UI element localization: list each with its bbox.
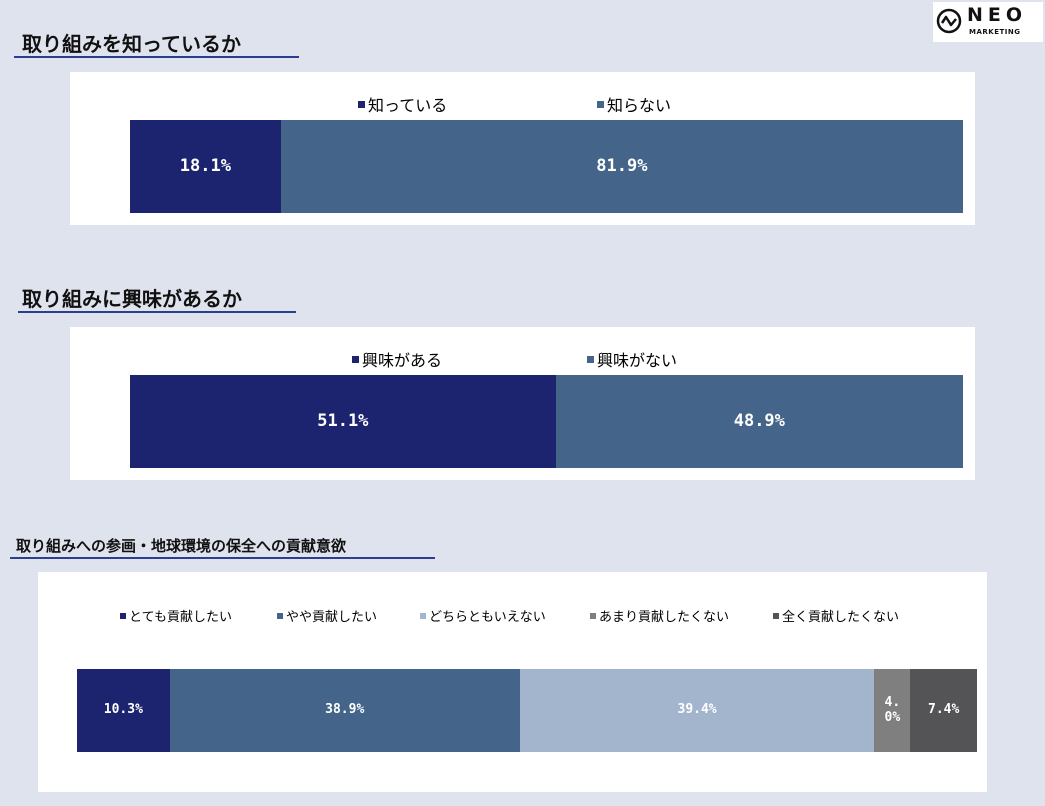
legend-item-3-4: あまり貢献したくない <box>590 606 729 625</box>
legend-item-3-3: どちらともいえない <box>420 606 546 625</box>
legend-swatch <box>587 355 594 363</box>
logo-circle-icon <box>936 8 962 34</box>
bar-segment-3-2: 38.9% <box>169 669 520 752</box>
legend-swatch <box>120 612 126 619</box>
legend-label: どちらともいえない <box>429 610 546 625</box>
bar-segment-2-2: 48.9% <box>555 375 963 468</box>
legend-label: 興味がある <box>362 351 443 370</box>
legend-label: やや貢献したい <box>286 610 378 625</box>
bar-segment-3-4: 4.0% <box>874 669 911 752</box>
legend-swatch <box>277 612 283 619</box>
chart-3-title-underline <box>10 557 435 559</box>
bar-segment-3-1: 10.3% <box>77 669 170 752</box>
legend-label: 知らない <box>607 96 672 115</box>
legend-label: あまり貢献したくない <box>599 610 730 625</box>
legend-item-3-5: 全く貢献したくない <box>773 606 899 625</box>
legend-item-1-2: 知らない <box>597 92 671 116</box>
bar-value-label: 4.0% <box>884 694 901 725</box>
chart-1-title: 取り組みを知っているか <box>14 28 299 58</box>
bar-segment-1-2: 81.9% <box>280 120 963 213</box>
bar-value-label: 18.1% <box>179 155 231 176</box>
legend-swatch <box>590 612 596 619</box>
legend-item-3-2: やや貢献したい <box>277 606 377 625</box>
legend-swatch <box>352 355 359 363</box>
bar-value-label: 38.9% <box>325 702 365 718</box>
bar-value-label: 10.3% <box>103 702 143 718</box>
bar-value-label: 81.9% <box>596 155 648 176</box>
bar-segment-3-5: 7.4% <box>910 669 977 752</box>
legend-item-2-1: 興味がある <box>352 347 442 371</box>
chart-2-title: 取り組みに興味があるか <box>18 283 296 313</box>
legend-swatch <box>358 100 365 108</box>
legend-label: 知っている <box>368 96 448 115</box>
legend-swatch <box>597 100 604 108</box>
chart-2-title-underline <box>18 311 296 313</box>
legend-item-2-2: 興味がない <box>587 347 677 371</box>
legend-swatch <box>420 612 426 619</box>
bar-value-label: 7.4% <box>928 702 960 718</box>
legend-label: 興味がない <box>597 351 678 370</box>
bar-segment-3-3: 39.4% <box>519 669 875 752</box>
chart-3-bar: 10.3% 38.9% 39.4% 4.0% 7.4% <box>77 669 977 752</box>
bar-value-label: 51.1% <box>317 410 369 431</box>
legend-label: とても貢献したい <box>129 610 232 625</box>
chart-3-title: 取り組みへの参画・地球環境の保全への貢献意欲 <box>10 535 435 559</box>
chart-1-bar: 18.1% 81.9% <box>130 120 963 213</box>
logo-text: NEO <box>967 4 1028 26</box>
legend-item-1-1: 知っている <box>358 92 447 116</box>
neo-marketing-logo: NEO MARKETING <box>933 2 1043 42</box>
bar-segment-1-1: 18.1% <box>130 120 281 213</box>
bar-value-label: 39.4% <box>677 702 717 718</box>
bar-value-label: 48.9% <box>733 410 785 431</box>
chart-1-title-underline <box>14 56 299 58</box>
legend-swatch <box>773 612 779 619</box>
legend-label: 全く貢献したくない <box>782 610 900 625</box>
chart-2-bar: 51.1% 48.9% <box>130 375 963 468</box>
legend-item-3-1: とても貢献したい <box>120 606 232 625</box>
logo-subtext: MARKETING <box>969 28 1021 36</box>
bar-segment-2-1: 51.1% <box>130 375 556 468</box>
